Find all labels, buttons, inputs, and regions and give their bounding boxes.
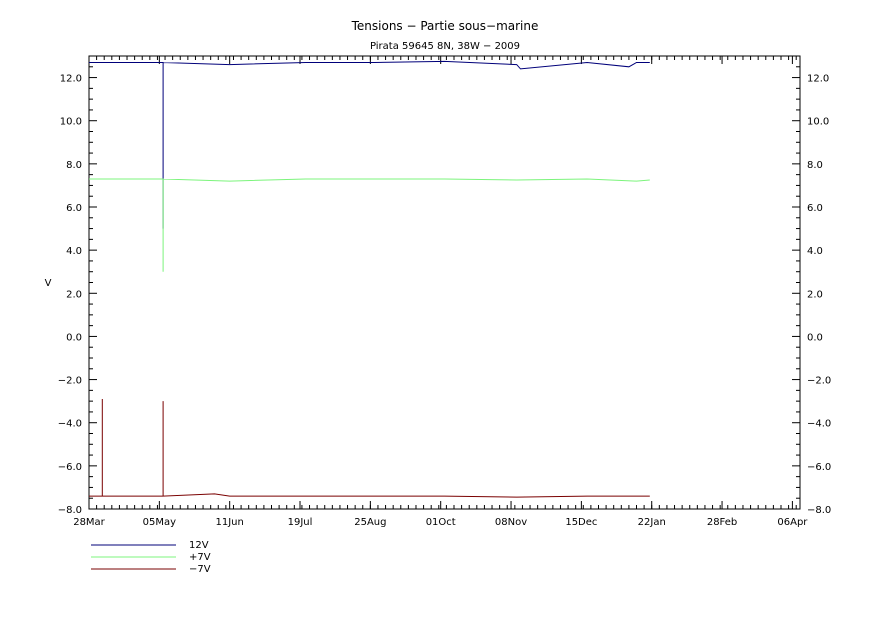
legend-label-1: +7V [189,552,211,563]
x-tick-label: 28Feb [707,517,737,528]
y-tick-label-right: 12.0 [807,74,829,85]
y-tick-label-left: −2.0 [58,376,82,387]
x-tick-label: 25Aug [354,517,386,528]
legend-label-2: −7V [189,564,211,575]
y-tick-label-left: −8.0 [58,505,82,516]
y-tick-label-right: 10.0 [807,117,829,128]
y-tick-label-right: −2.0 [807,376,831,387]
y-tick-label-left: 8.0 [66,160,82,171]
y-tick-label-right: 8.0 [807,160,823,171]
axis-tick-labels: −8.0 −8.0 −6.0 −6.0 −4.0 −4.0 −2.0 −2.0 0.0 0.0 2.… [58,74,832,528]
series-line-2 [89,399,650,498]
x-tick-label: 08Nov [495,517,527,528]
series-line-1 [89,178,650,272]
y-tick-label-left: −6.0 [58,462,82,473]
y-tick-label-right: −8.0 [807,505,831,516]
y-tick-label-right: −6.0 [807,462,831,473]
y-tick-label-right: −4.0 [807,419,831,430]
y-tick-label-right: 0.0 [807,332,823,343]
x-tick-label: 28Mar [73,517,105,528]
y-tick-label-right: 4.0 [807,246,823,257]
x-tick-label: 15Dec [565,517,597,528]
y-tick-label-left: 4.0 [66,246,82,257]
y-tick-label-right: 2.0 [807,289,823,300]
plot-area-frame [88,55,801,510]
x-tick-label: 11Jun [215,517,243,528]
data-series [89,60,650,498]
y-axis-label: V [45,278,52,289]
x-tick-label: 01Oct [426,517,456,528]
y-tick-label-right: 6.0 [807,203,823,214]
x-tick-label: 19Jul [288,517,313,528]
y-tick-label-left: 6.0 [66,203,82,214]
y-tick-label-left: 0.0 [66,332,82,343]
x-tick-label: 06Apr [777,517,808,528]
y-tick-label-left: 2.0 [66,289,82,300]
y-tick-label-left: 12.0 [60,74,82,85]
chart-subtitle: Pirata 59645 8N, 38W − 2009 [370,41,520,52]
chart-title: Tensions − Partie sous−marine [351,19,539,33]
x-tick-label: 05May [143,517,176,528]
x-tick-label: 22Jan [638,517,666,528]
y-tick-label-left: −4.0 [58,419,82,430]
y-tick-label-left: 10.0 [60,117,82,128]
chart-titles: Tensions − Partie sous−marine Pirata 596… [45,19,539,289]
legend: 12V+7V−7V [91,540,211,575]
legend-label-0: 12V [189,540,209,551]
axis-ticks [88,55,800,510]
series-line-0 [89,60,650,229]
